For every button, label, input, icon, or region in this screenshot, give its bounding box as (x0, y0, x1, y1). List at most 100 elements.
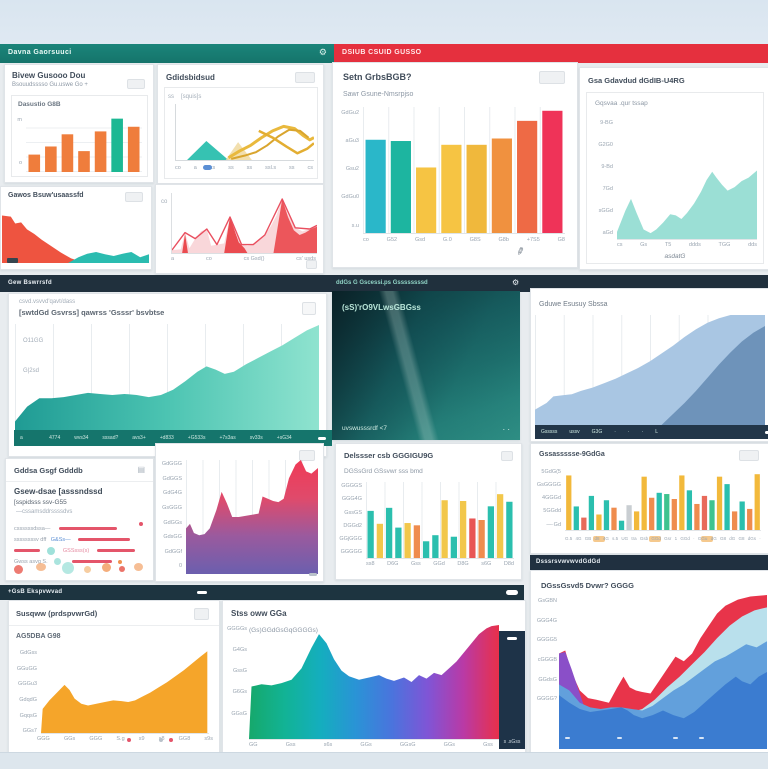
note-line: [sspidsss ssv-G55 (14, 499, 67, 506)
x-tick: +d833 (159, 435, 174, 441)
band-title: DsssrsvwvwvdGdGd (536, 559, 601, 565)
y-tick: G|2sd (23, 368, 39, 374)
x-axis-ticks: G.5 4G GB d8 4G s.5 UG tra Gsb GGd Gsr 1 GGd · GGu dG G8… (565, 536, 761, 542)
axis-mark (673, 737, 678, 739)
x-tick: UG (621, 536, 629, 541)
x-tick: T5 (664, 242, 672, 248)
y-tick: GsGGGG (536, 482, 561, 489)
band-title: Gew Bswrrsfd (8, 280, 52, 286)
x-tick: +G533s (187, 435, 206, 441)
x-tick: G8 (557, 237, 565, 243)
app-title: Davna Gaorsuuci (8, 49, 72, 56)
card-subtitle: Bsouudsssso Gu.uswe Go + (12, 82, 88, 88)
x-tick: tra (631, 536, 637, 541)
band-handle[interactable] (197, 591, 207, 594)
band-subtitle: ddGs G Gscessi.ps Gssssssssd (336, 280, 428, 286)
band-gear-icon[interactable]: ⚙ (512, 278, 520, 287)
card-title: Susqww (prdspvwrGd) (16, 609, 98, 618)
card-title: Gduwe Esusuy Sbssa (539, 301, 608, 308)
band-pill[interactable] (506, 590, 518, 595)
legend-link[interactable]: G&Ss— (50, 536, 71, 543)
card-red-gradient-area: GdGGG GdGGS GdG4G GsGGG GdGGs GdsGG GdGGf 0 (155, 443, 324, 582)
x-tick: ss (246, 165, 253, 171)
legend-dot (139, 522, 143, 526)
card-rainbow-bars: Setn GrbsBGB? Sawr Gsune-Nmsrpjso GdGu2 a… (332, 62, 578, 268)
y-tick: GGjGGG (339, 536, 362, 543)
card-menu-button[interactable] (539, 71, 565, 84)
x-tick: wvs34 (74, 435, 89, 441)
chart-panel: ss [squis]s co a cs ss ss ssl.s ss cs (164, 87, 318, 179)
side-panel: s .sGss (499, 631, 525, 749)
card-menu-button[interactable] (299, 450, 315, 461)
card-title: Gawos Bsuw'usaassfd (8, 192, 84, 199)
legend-row: ssssssssv dff G&Ss— (14, 531, 147, 543)
note-heading: Gsew-dsae [asssndssd (14, 487, 103, 496)
y-tick: cGGGB (537, 657, 557, 664)
y-tick: aGd (602, 230, 613, 237)
x-tick: 1 (674, 536, 678, 541)
y-tick: 5GGdd (543, 508, 561, 515)
card-menu-button[interactable] (127, 79, 145, 89)
checkbox[interactable] (302, 302, 316, 315)
x-tick: L (655, 429, 659, 435)
x-tick: co (175, 165, 181, 171)
legend-row: GSSsss(s) (14, 542, 147, 555)
x-tick: a (193, 165, 197, 171)
area-chart (15, 324, 319, 430)
y-tick: GGdsG (538, 676, 557, 683)
card-menu-button[interactable] (295, 72, 315, 83)
resize-handle[interactable] (309, 573, 317, 576)
panel-handle[interactable] (507, 637, 517, 640)
band-title: +GsB Ekspvwvad (8, 589, 63, 595)
x-tick: s9s (204, 736, 213, 742)
x-tick: s.5 (612, 536, 619, 541)
x-axis-ticks: ss8 D6G Gss GGd D8G s6G D8d (366, 561, 514, 568)
axis-handle[interactable] (765, 430, 768, 434)
legend-bar (78, 538, 131, 542)
amber-blob (84, 566, 91, 573)
stacked-area-chart (559, 595, 767, 749)
y-axis-ticks: GdGss GGuGG GGGu3 GdqdG GqqsG GGs7 (11, 650, 37, 735)
x-tick: D6G (387, 561, 399, 567)
x-tick: ddds (688, 242, 701, 248)
x-tick: dds (748, 242, 757, 248)
y-tick: GGG4G (341, 496, 362, 503)
x-tick: 4G (575, 536, 582, 541)
photo-dots-icon[interactable]: · · (502, 425, 510, 434)
y-axis-ticks: GdGu2 aGu3 Gsu2 GdGu0 s.u (337, 110, 359, 229)
legend-row: cssssssdssa— (14, 520, 147, 532)
y-axis-ticks: GdGGG GdGGS GdG4G GsGGG GdGGs GdsGG GdGGf 0 (160, 461, 182, 570)
y-tick: GGsG (231, 710, 247, 717)
x-tick: G8S (469, 237, 481, 243)
x-tick: GGd (651, 536, 661, 541)
axis-handle[interactable] (317, 436, 326, 440)
x-tick: +7S5 (526, 237, 540, 243)
resize-icon[interactable] (306, 260, 317, 269)
y-tick: 5GdG(5 (541, 469, 561, 475)
card-action-button[interactable] (739, 450, 759, 461)
x-tick: Gss (285, 742, 296, 748)
area-chart (41, 647, 209, 734)
panel-caption: s .sGss (503, 739, 521, 745)
y-tick: —·Gd (546, 521, 561, 528)
card-subtitle: Sawr Gsune-Nmsrpjso (343, 91, 414, 98)
settings-gear-icon[interactable]: ⚙ (318, 47, 327, 57)
card-grouped-bars: Delssser csb GGGIGU9G DGSsGrd GSsvwr sss… (335, 443, 522, 580)
x-tick: G.5 (565, 536, 573, 541)
x-tick: GGd (433, 561, 445, 567)
y-tick: DGGd2 (343, 522, 362, 529)
x-tick: TGG (718, 242, 731, 248)
chart-panel: Gqsvaa .qur tssap 9-BG G2G0 9-Bd 7Gd sGGd aGd… (586, 92, 764, 264)
y-tick: GqqsG (19, 712, 37, 719)
axis-left-label: a (20, 435, 23, 441)
card-menu-button[interactable] (501, 451, 513, 461)
x-tick: cs (209, 165, 216, 171)
x-tick: GG (249, 742, 258, 748)
grid-icon[interactable]: ▤ (137, 465, 145, 474)
x-tick: 4774 (49, 435, 61, 441)
card-menu-button[interactable] (125, 192, 143, 202)
card-teal-area: Gsa Gdavdud dGdIB-U4RG Gqsvaa .qur tssap… (579, 67, 768, 270)
card-menu-button[interactable] (194, 608, 209, 620)
section-band: Gew Bswrrsfd ddGs G Gscessi.ps Gssssssss… (0, 275, 768, 292)
orange-dot (117, 559, 122, 564)
